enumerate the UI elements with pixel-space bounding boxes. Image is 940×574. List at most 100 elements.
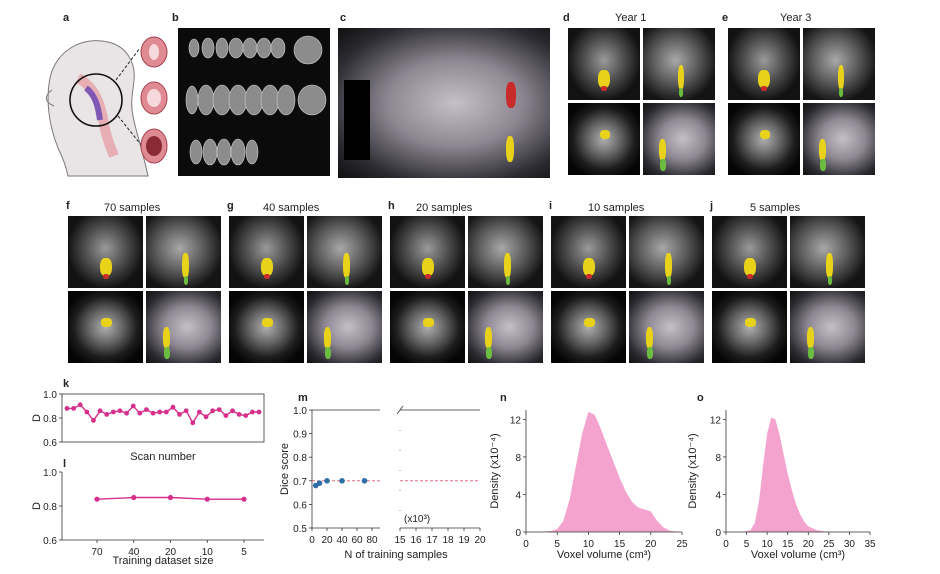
airway-seg-yellow	[262, 318, 273, 327]
airway-seg-green	[183, 276, 188, 286]
mri-slice-grid	[178, 28, 330, 176]
y-tick-label: 0	[515, 528, 521, 539]
samples-40-surface-render	[307, 291, 382, 363]
x-tick-label: 15	[394, 535, 406, 546]
data-point	[167, 494, 174, 501]
airway-seg-green	[660, 159, 667, 171]
x-tick-label: 5	[744, 539, 750, 550]
samples-70-sagittal-slice	[146, 216, 221, 288]
y-tick-label: 1.0	[293, 406, 307, 417]
airway-seg-red	[746, 273, 753, 280]
airway-seg-yellow	[758, 69, 770, 89]
airway-seg-red	[263, 273, 270, 280]
airway-seg-yellow	[484, 327, 492, 349]
panel-label-i: i	[549, 200, 553, 212]
data-point	[230, 408, 235, 414]
samples-40-axial-slice	[229, 291, 304, 363]
samples-40-coronal-slice	[229, 216, 304, 288]
year1-sagittal-slice	[643, 28, 715, 100]
y-tick-label: 8	[515, 453, 521, 464]
x-tick-label: 20	[165, 547, 177, 558]
chart-l-dice-vs-dataset-size: 0.6 0.8 1.0 70 40 20 10 5 Training dataset size D	[31, 468, 264, 567]
airway-seg-yellow	[677, 65, 685, 90]
airway-seg-green	[839, 88, 844, 98]
x-tick-label: 20	[321, 535, 333, 546]
year1-coronal-slice	[568, 28, 640, 100]
sample-title-40: 40 samples	[263, 202, 320, 214]
panel-label-h: h	[388, 200, 395, 212]
airway-seg-yellow	[745, 318, 756, 327]
x-tick-label: 35	[864, 539, 876, 550]
y-tick-label: 0.6	[43, 536, 57, 547]
y-axis-label: D	[31, 414, 43, 422]
samples-70-axial-slice	[68, 291, 143, 363]
samples-70-coronal-slice	[68, 216, 143, 288]
airway-seg-yellow	[645, 327, 653, 349]
head-render-3d	[338, 28, 550, 178]
y-axis-label: Density (x10⁻⁴)	[687, 433, 699, 508]
samples-5-coronal-slice	[712, 216, 787, 288]
pointer-bottom	[117, 115, 143, 147]
airway-seg-yellow	[759, 130, 770, 139]
data-point	[316, 480, 323, 486]
x-tick-label: 17	[426, 535, 438, 546]
y-tick-label: 8	[715, 453, 721, 464]
panel-label-o: o	[697, 392, 704, 404]
x-tick-label: 10	[202, 547, 214, 558]
x-tick-label: 15	[782, 539, 794, 550]
x-tick-label: 20	[645, 539, 657, 550]
data-point	[243, 413, 249, 418]
airway-seg-red	[424, 273, 431, 280]
x-tick-label: 25	[676, 539, 688, 550]
y-axis-label: Dice score	[279, 443, 291, 495]
airway-cross-sections	[140, 36, 168, 164]
airway-seg-yellow	[584, 318, 595, 327]
panel-label-k: k	[63, 378, 70, 390]
panel-label-d: d	[563, 12, 570, 24]
panel-label-b: b	[172, 12, 179, 24]
sample-title-70: 70 samples	[104, 202, 161, 214]
data-point	[249, 409, 255, 415]
y-tick-label: 0.7	[293, 477, 307, 488]
data-point	[97, 408, 103, 414]
data-point	[256, 409, 262, 415]
x-axis-label: Training dataset size	[112, 555, 213, 567]
airway-seg-yellow	[423, 318, 434, 327]
data-point	[216, 407, 222, 412]
airway-seg-green	[679, 88, 684, 98]
data-point	[94, 496, 100, 502]
airway-seg-yellow	[818, 139, 827, 161]
y-tick-label: 0.6	[293, 500, 307, 511]
airway-seg-red	[585, 273, 592, 280]
airway-seg-yellow	[826, 253, 833, 278]
samples-10-axial-slice	[551, 291, 626, 363]
panel-label-n: n	[500, 392, 507, 404]
year3-sagittal-slice	[803, 28, 875, 100]
data-point	[130, 403, 136, 409]
airway-seg-red	[761, 85, 767, 92]
y-tick-label: 12	[510, 415, 522, 426]
data-point	[190, 420, 196, 426]
y-tick-label: 0.8	[43, 502, 57, 513]
panel-label-e: e	[722, 12, 729, 24]
y-axis-label: D	[31, 502, 43, 510]
sample-title-10: 10 samples	[588, 202, 645, 214]
y-tick-label: 0.9	[293, 430, 307, 441]
airway-seg-yellow	[260, 257, 273, 277]
airway-seg-yellow	[504, 253, 511, 278]
x-tick-label: 70	[91, 547, 103, 558]
y-tick-label: 4	[515, 490, 521, 501]
samples-10-surface-render	[629, 291, 704, 363]
airway-seg-green	[325, 347, 331, 359]
airway-seg-yellow	[421, 257, 434, 277]
anatomy-illustration	[45, 36, 168, 177]
samples-70-surface-render	[146, 291, 221, 363]
data-point	[324, 478, 330, 484]
x-tick-label: 40	[336, 535, 348, 546]
airway-seg-yellow	[101, 318, 112, 327]
x-tick-label: 16	[410, 535, 422, 546]
y-tick-label: 4	[715, 490, 721, 501]
data-point	[203, 414, 209, 420]
y-tick-label: 1.0	[43, 390, 57, 401]
samples-10-coronal-slice	[551, 216, 626, 288]
